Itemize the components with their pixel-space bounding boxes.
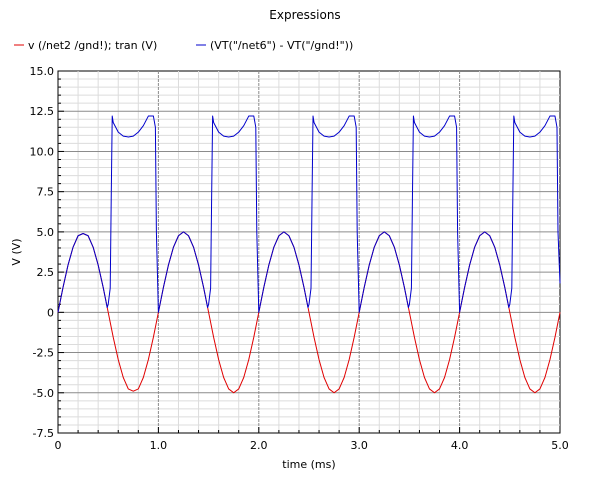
y-tick-label: -7.5 (33, 427, 54, 440)
plot-area (57, 70, 561, 434)
series-line-2 (57, 115, 561, 313)
y-tick-label: 10.0 (30, 145, 55, 158)
y-tick-labels: -7.5 -5.0 -2.5 0 2.5 5.0 7.5 10.0 12.5 15.0 (30, 65, 55, 440)
x-tick-label: 1.0 (150, 439, 168, 452)
series-group (57, 115, 561, 394)
y-tick-label: 15.0 (30, 65, 55, 78)
y-tick-label: -2.5 (33, 347, 54, 360)
chart-title: Expressions (269, 8, 340, 22)
y-axis-label: V (V) (10, 238, 23, 265)
x-tick-label: 0 (55, 439, 62, 452)
x-tick-label: 4.0 (451, 439, 469, 452)
y-tick-label: 2.5 (37, 266, 55, 279)
x-tick-label: 3.0 (350, 439, 368, 452)
x-axis-label: time (ms) (282, 458, 335, 471)
y-tick-label: -5.0 (33, 387, 54, 400)
x-tick-label: 2.0 (250, 439, 268, 452)
legend-label-2: (VT("/net6") - VT("/gnd!")) (210, 39, 353, 52)
x-tick-labels: 0 1.0 2.0 3.0 4.0 5.0 (55, 439, 569, 452)
axis-ticks (57, 70, 561, 434)
x-tick-label: 5.0 (551, 439, 569, 452)
major-grid (58, 71, 560, 433)
legend: v (/net2 /gnd!); tran (V) (VT("/net6") - … (14, 39, 353, 52)
y-tick-label: 5.0 (37, 226, 55, 239)
legend-label-1: v (/net2 /gnd!); tran (V) (28, 39, 157, 52)
y-tick-label: 0 (47, 306, 54, 319)
y-tick-label: 7.5 (37, 186, 55, 199)
y-tick-label: 12.5 (30, 105, 55, 118)
